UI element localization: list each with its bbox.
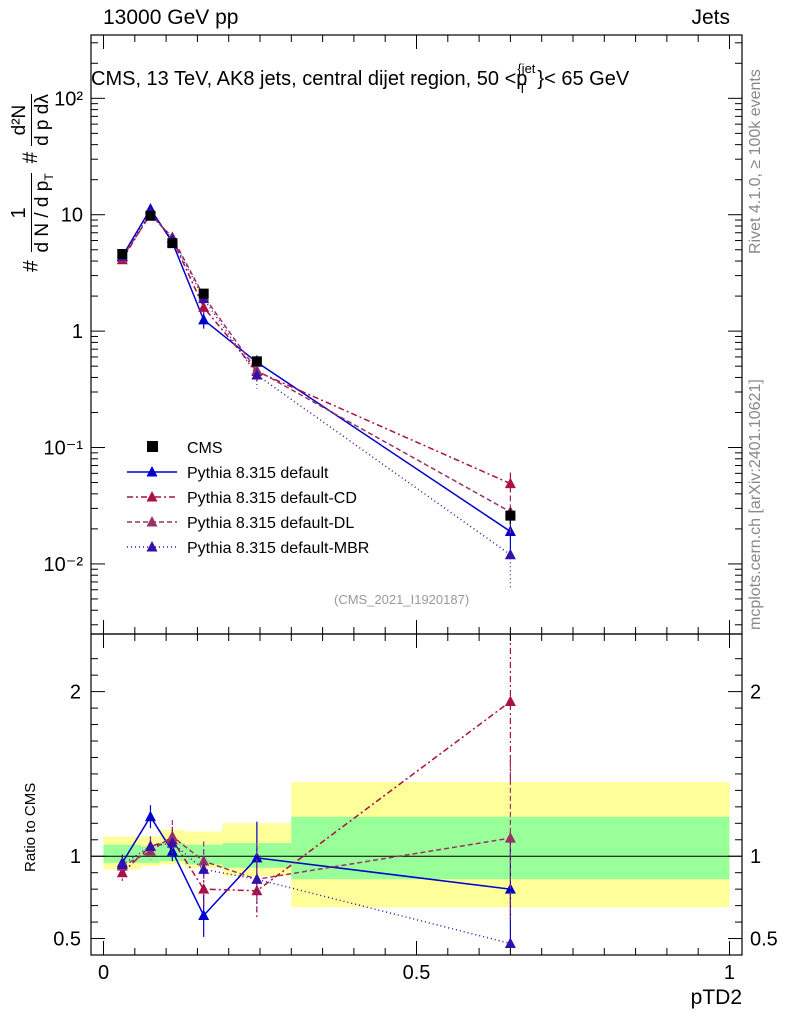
main-ylabel: # 1 d N / d pT # d²N d p dλ (8, 94, 56, 272)
series-line-dl (121, 213, 511, 513)
main-y-tick-label: 10 (61, 205, 83, 227)
mcplots-label: mcplots.cern.ch [arXiv:2401.10621] (747, 379, 764, 630)
legend-label-mbr: Pythia 8.315 default-MBR (187, 540, 369, 557)
ratio-band-inner (103, 844, 142, 863)
ratio-line-default (121, 815, 511, 917)
legend-label-cd: Pythia 8.315 default-CD (187, 490, 357, 507)
ylabel-hash1: # (19, 260, 43, 272)
ratio-point-mbr (198, 863, 210, 874)
cms-point (117, 248, 128, 259)
ylabel-dn: d N / d p (32, 180, 53, 253)
ylabel-d2n: d²N (9, 94, 33, 146)
plot-title-sub: T (518, 81, 527, 96)
cms-point (145, 210, 156, 221)
ratio-y-tick-label-right: 0.5 (750, 929, 778, 951)
main-y-tick-label: 10² (54, 88, 83, 110)
legend-marker-cms (147, 441, 158, 452)
main-y-tick-label: 10⁻¹ (44, 438, 84, 460)
header-left: 13000 GeV pp (103, 6, 239, 29)
rivet-label: Rivet 4.1.0, ≥ 100k events (747, 69, 764, 254)
legend-marker-default (146, 466, 158, 477)
plot-title: CMS, 13 TeV, AK8 jets, central dijet reg… (91, 61, 645, 96)
cms-point (198, 288, 209, 299)
ratio-y-tick-label-right: 1 (750, 846, 761, 868)
legend-marker-dl (146, 516, 158, 527)
ylabel-one: 1 (8, 173, 32, 253)
ratio-y-tick-label-right: 2 (750, 682, 761, 704)
x-axis-label: pTD2 (690, 986, 742, 1009)
ratio-point-dl (198, 855, 210, 866)
legend-label-default: Pythia 8.315 default (187, 465, 329, 482)
ratio-y-tick-label: 2 (70, 682, 81, 704)
ylabel-hash2: # (19, 151, 43, 164)
ratio-point-mbr (504, 937, 516, 948)
ratio-ylabel: Ratio to CMS (22, 782, 39, 872)
header-right: Jets (691, 6, 730, 29)
series-point-cd (504, 477, 516, 489)
analysis-id: (CMS_2021_I1920187) (334, 592, 470, 607)
ylabel-dpt: d p (32, 119, 54, 146)
ratio-point-mbr (144, 840, 156, 851)
main-y-tick-label: 1 (72, 321, 83, 343)
x-tick-label: 0 (98, 962, 109, 984)
legend-marker-mbr (146, 541, 158, 552)
ylabel-dlambda: dλ (32, 94, 54, 115)
ratio-point-cd (251, 884, 263, 896)
ratio-point-cd (198, 883, 210, 894)
ratio-y-tick-label: 1 (70, 846, 81, 868)
main-panel (116, 202, 516, 590)
ratio-line-dl (121, 835, 511, 881)
ratio-point-cd (116, 866, 128, 878)
legend: CMS Pythia 8.315 default Pythia 8.315 defa… (127, 440, 369, 557)
series-point-mbr (251, 368, 263, 380)
x-tick-label: 0.5 (403, 962, 431, 984)
ratio-point-cd (504, 695, 516, 706)
series-point-cd (198, 301, 210, 312)
ratio-point-dl (504, 832, 516, 843)
series-point-mbr (504, 548, 516, 560)
ratio-point-default (198, 909, 210, 920)
ratio-point-mbr (251, 873, 263, 884)
x-tick-label: 1 (724, 962, 735, 984)
cms-point (167, 238, 178, 249)
ratio-point-dl (166, 830, 178, 841)
ratio-point-mbr (166, 837, 178, 848)
ratio-y-tick-label: 0.5 (53, 929, 81, 951)
ratio-panel (91, 634, 742, 955)
legend-label-dl: Pythia 8.315 default-DL (187, 515, 354, 532)
plot-title-main: CMS, 13 TeV, AK8 jets, central dijet reg… (91, 68, 528, 90)
series-point-default (198, 313, 210, 325)
cms-point (505, 510, 516, 521)
plot-title-sup: {jet (517, 61, 536, 76)
main-y-tick-label: 10⁻² (44, 554, 84, 576)
ratio-point-default (251, 851, 263, 863)
ratio-point-default (144, 810, 156, 822)
legend-label-cms: CMS (187, 440, 223, 457)
ratio-point-mbr (116, 858, 128, 869)
legend-marker-cd (146, 491, 158, 502)
cms-point (251, 356, 262, 367)
ratio-line-mbr (121, 842, 511, 945)
plot-title-end: }< 65 GeV (537, 68, 630, 90)
ylabel-t: T (41, 173, 56, 181)
